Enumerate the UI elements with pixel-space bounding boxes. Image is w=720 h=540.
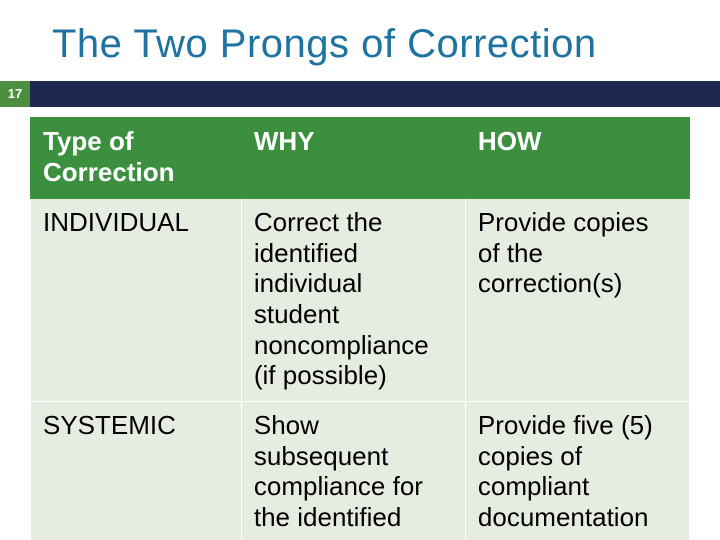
- col-header-how: HOW: [465, 118, 689, 199]
- cell-type: SYSTEMIC: [31, 402, 242, 540]
- slide-title: The Two Prongs of Correction: [0, 0, 720, 81]
- table-row: INDIVIDUAL Correct the identified indivi…: [31, 199, 690, 402]
- badge-bar: 17: [0, 81, 720, 107]
- table-row: SYSTEMIC Show subsequent compliance for …: [31, 402, 690, 540]
- col-header-why: WHY: [241, 118, 465, 199]
- cell-type: INDIVIDUAL: [31, 199, 242, 402]
- table-header-row: Type of Correction WHY HOW: [31, 118, 690, 199]
- col-header-type: Type of Correction: [31, 118, 242, 199]
- correction-table: Type of Correction WHY HOW INDIVIDUAL Co…: [30, 117, 690, 540]
- cell-how: Provide five (5) copies of compliant doc…: [465, 402, 689, 540]
- slide: The Two Prongs of Correction 17 Type of …: [0, 0, 720, 540]
- cell-why: Correct the identified individual studen…: [241, 199, 465, 402]
- page-number-badge: 17: [0, 81, 30, 107]
- table-wrap: Type of Correction WHY HOW INDIVIDUAL Co…: [0, 107, 720, 540]
- cell-how: Provide copies of the correction(s): [465, 199, 689, 402]
- cell-why: Show subsequent compliance for the ident…: [241, 402, 465, 540]
